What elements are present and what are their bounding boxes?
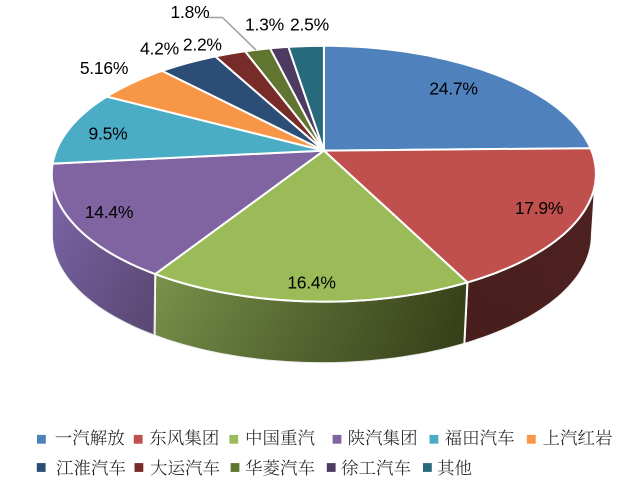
svg-text:1.8%: 1.8% — [171, 2, 210, 22]
svg-text:17.9%: 17.9% — [515, 198, 563, 218]
svg-text:1.3%: 1.3% — [245, 15, 284, 35]
svg-text:4.2%: 4.2% — [140, 39, 179, 59]
svg-text:24.7%: 24.7% — [429, 79, 477, 99]
svg-text:2.2%: 2.2% — [183, 35, 222, 55]
svg-text:5.16%: 5.16% — [80, 58, 128, 78]
svg-text:9.5%: 9.5% — [89, 124, 128, 144]
svg-text:2.5%: 2.5% — [290, 15, 329, 35]
svg-text:16.4%: 16.4% — [287, 273, 335, 293]
svg-text:14.4%: 14.4% — [85, 202, 133, 222]
